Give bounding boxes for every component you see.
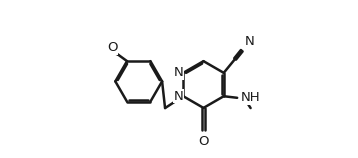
Text: N: N bbox=[245, 35, 254, 48]
Text: O: O bbox=[198, 135, 209, 148]
Text: NH: NH bbox=[241, 91, 260, 104]
Text: N: N bbox=[174, 66, 183, 79]
Text: N: N bbox=[174, 90, 183, 103]
Text: O: O bbox=[107, 41, 117, 54]
